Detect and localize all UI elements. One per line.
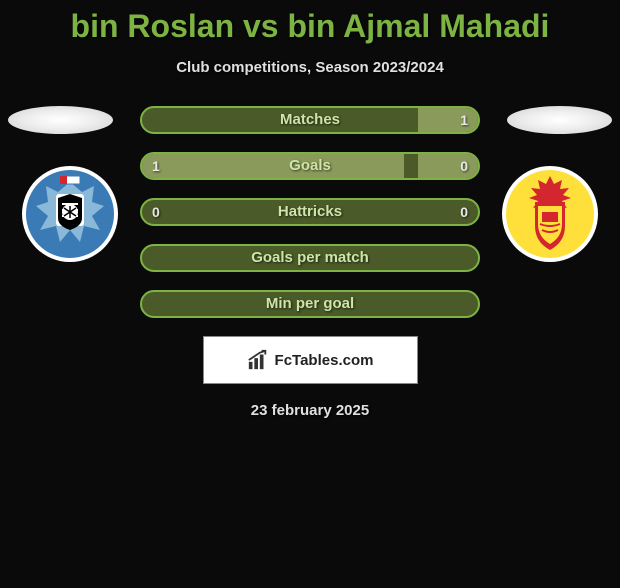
stat-value-right: 0 bbox=[460, 154, 468, 178]
sabah-fa-badge-icon bbox=[20, 164, 120, 264]
stat-value-left: 0 bbox=[152, 200, 160, 224]
date-label: 23 february 2025 bbox=[0, 402, 620, 419]
stat-label: Goals per match bbox=[142, 246, 478, 270]
stat-row: Hattricks0 0 bbox=[140, 198, 480, 226]
stat-label: Min per goal bbox=[142, 292, 478, 316]
chart-icon bbox=[247, 349, 269, 371]
stats-container: Matches1Goals10Hattricks00Goals per matc… bbox=[140, 106, 480, 318]
player-right-placeholder bbox=[507, 106, 612, 134]
watermark: FcTables.com bbox=[203, 336, 418, 384]
watermark-text: FcTables.com bbox=[275, 352, 374, 369]
stat-label: Hattricks bbox=[142, 200, 478, 224]
player-left-placeholder bbox=[8, 106, 113, 134]
subtitle: Club competitions, Season 2023/2024 bbox=[0, 59, 620, 76]
stat-value-right: 1 bbox=[460, 108, 468, 132]
stat-row: Goals1 0 bbox=[140, 152, 480, 180]
stat-label: Matches bbox=[142, 108, 478, 132]
stat-row: Matches1 bbox=[140, 106, 480, 134]
team-badge-right bbox=[500, 164, 600, 264]
comparison-content: Matches1Goals10Hattricks00Goals per matc… bbox=[0, 106, 620, 419]
team-badge-left bbox=[20, 164, 120, 264]
stat-row: Min per goal bbox=[140, 290, 480, 318]
stat-value-right: 0 bbox=[460, 200, 468, 224]
page-title: bin Roslan vs bin Ajmal Mahadi bbox=[0, 8, 620, 45]
stat-row: Goals per match bbox=[140, 244, 480, 272]
stat-label: Goals bbox=[142, 154, 478, 178]
selangor-badge-icon bbox=[500, 164, 600, 264]
stat-value-left: 1 bbox=[152, 154, 160, 178]
